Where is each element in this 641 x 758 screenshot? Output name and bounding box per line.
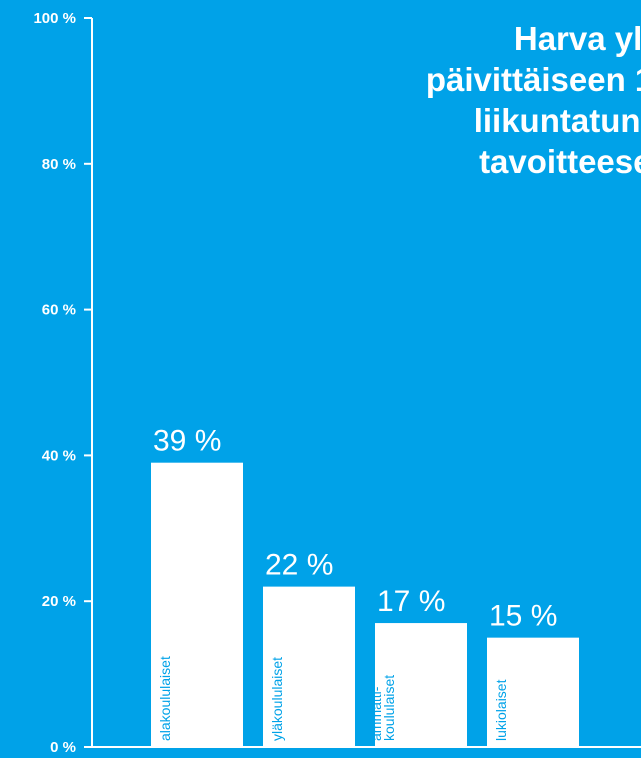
- y-tick-label: 0 %: [50, 739, 76, 756]
- category-label: yläkoululaiset: [269, 657, 285, 741]
- bar: [375, 623, 467, 747]
- y-tick-label: 60 %: [42, 302, 76, 319]
- chart-title-line: Harva yltää: [514, 20, 641, 57]
- bar-value-label: 17 %: [377, 585, 445, 618]
- chart-title-line: päivittäiseen 1–2: [426, 61, 641, 98]
- bar-value-label: 39 %: [153, 425, 221, 458]
- bars: 39 % alakoululaiset 22 % yläkoululaiset 17 %…: [151, 425, 579, 747]
- y-tick-label: 100 %: [33, 10, 76, 27]
- category-label: koululaiset: [381, 675, 397, 741]
- bar: [487, 637, 579, 747]
- category-label: ammatti-: [368, 686, 384, 741]
- chart-title-line: liikuntatunnin: [474, 102, 641, 139]
- bar: [151, 462, 243, 747]
- bar-value-label: 15 %: [489, 600, 557, 633]
- chart-title: Harva yltää päivittäiseen 1–2 liikuntatunn…: [426, 20, 641, 180]
- chart-title-line: tavoitteeseen: [479, 143, 641, 180]
- category-label: alakoululaiset: [157, 656, 173, 741]
- y-tick-label: 80 %: [42, 156, 76, 173]
- bar-value-label: 22 %: [265, 549, 333, 582]
- y-axis: 0 % 20 % 40 % 60 % 80 % 100 %: [33, 10, 93, 756]
- bar: [263, 586, 355, 747]
- category-label: lukiolaiset: [493, 679, 509, 741]
- y-tick-label: 20 %: [42, 593, 76, 610]
- y-tick-label: 40 %: [42, 447, 76, 464]
